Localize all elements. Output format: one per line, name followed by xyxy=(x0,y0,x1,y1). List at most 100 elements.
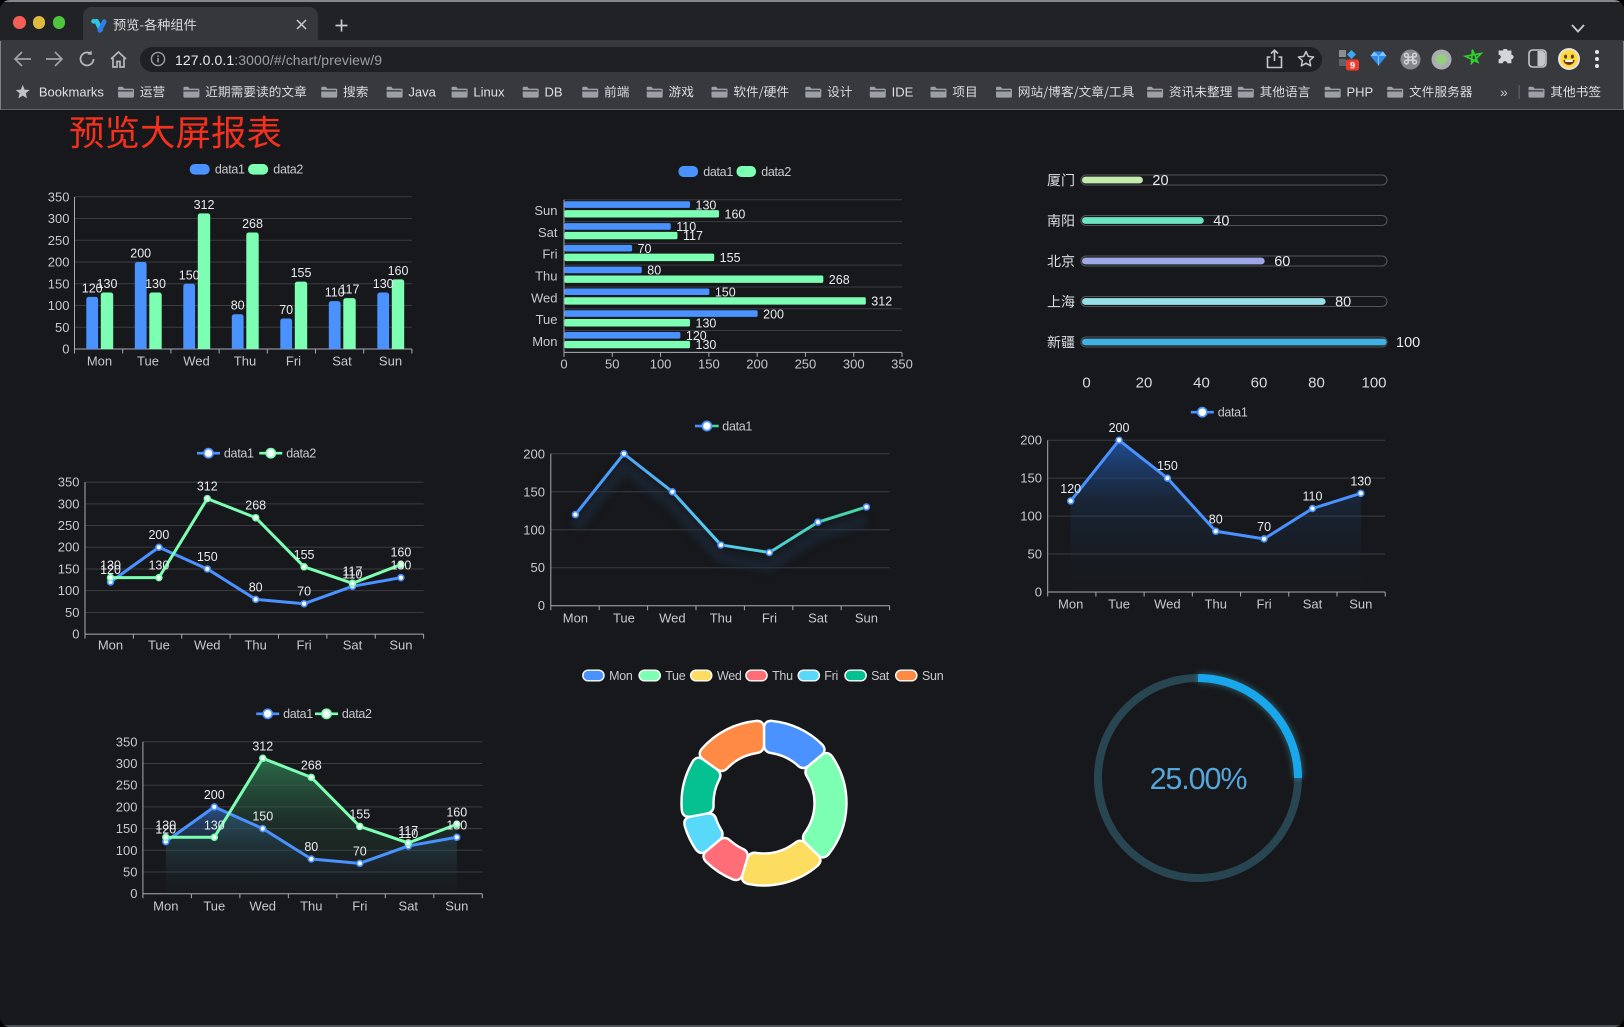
svg-text:Mon: Mon xyxy=(98,638,123,653)
svg-text:80: 80 xyxy=(249,580,263,594)
svg-text:Thu: Thu xyxy=(772,669,793,683)
svg-text:Wed: Wed xyxy=(659,611,686,626)
svg-text:130: 130 xyxy=(696,338,717,352)
svg-text:117: 117 xyxy=(398,824,418,838)
svg-text:Sun: Sun xyxy=(389,638,412,653)
svg-text:Fri: Fri xyxy=(762,611,777,626)
svg-text:80: 80 xyxy=(231,299,245,313)
svg-text:Wed: Wed xyxy=(194,638,221,653)
svg-text:Sat: Sat xyxy=(808,611,828,626)
svg-text:300: 300 xyxy=(58,496,80,511)
svg-text:Sat: Sat xyxy=(343,638,363,653)
svg-text:250: 250 xyxy=(58,518,80,533)
svg-text:117: 117 xyxy=(343,564,363,578)
svg-text:data1: data1 xyxy=(283,707,313,721)
svg-text:300: 300 xyxy=(116,756,138,771)
svg-text:200: 200 xyxy=(58,540,80,555)
svg-text:data1: data1 xyxy=(215,163,245,177)
svg-text:0: 0 xyxy=(72,627,79,642)
svg-text:130: 130 xyxy=(155,818,176,832)
svg-text:150: 150 xyxy=(197,550,218,564)
svg-text:Mon: Mon xyxy=(87,354,112,369)
svg-text:50: 50 xyxy=(123,865,137,880)
svg-text:130: 130 xyxy=(446,818,467,832)
svg-text:110: 110 xyxy=(343,567,363,581)
svg-text:60: 60 xyxy=(1274,254,1290,270)
svg-text:200: 200 xyxy=(116,799,138,814)
svg-text:9: 9 xyxy=(1350,61,1355,72)
svg-text:160: 160 xyxy=(446,805,467,819)
svg-text:Tue: Tue xyxy=(665,669,686,683)
svg-text:PHP: PHP xyxy=(1347,85,1374,100)
svg-text:Linux: Linux xyxy=(473,85,505,100)
svg-text:60: 60 xyxy=(1251,375,1268,392)
svg-text:Wed: Wed xyxy=(717,669,742,683)
svg-text:268: 268 xyxy=(242,217,263,231)
svg-text:117: 117 xyxy=(683,229,703,243)
svg-text:Thu: Thu xyxy=(535,268,557,283)
svg-text:350: 350 xyxy=(48,189,70,204)
svg-text:268: 268 xyxy=(301,758,322,772)
svg-text:Sun: Sun xyxy=(855,611,878,626)
svg-text:130: 130 xyxy=(1350,474,1371,488)
svg-text:150: 150 xyxy=(116,821,138,836)
svg-text:117: 117 xyxy=(340,283,360,297)
svg-text:130: 130 xyxy=(696,198,717,212)
svg-text:50: 50 xyxy=(65,605,79,620)
svg-text:120: 120 xyxy=(1060,482,1081,496)
svg-text:Sat: Sat xyxy=(332,354,352,369)
svg-text:DB: DB xyxy=(545,85,563,100)
svg-text:80: 80 xyxy=(1335,295,1351,311)
svg-text:150: 150 xyxy=(48,276,70,291)
svg-text:200: 200 xyxy=(1109,421,1130,435)
svg-text:data1: data1 xyxy=(1218,406,1248,420)
svg-text:data2: data2 xyxy=(273,163,303,177)
svg-text:160: 160 xyxy=(390,546,411,560)
svg-text:200: 200 xyxy=(763,307,784,321)
svg-text:Sat: Sat xyxy=(399,899,419,914)
svg-text:Tue: Tue xyxy=(1108,597,1130,612)
svg-text:data1: data1 xyxy=(224,447,254,461)
svg-text:»: » xyxy=(1500,84,1508,100)
svg-text:Fri: Fri xyxy=(286,354,301,369)
svg-text:155: 155 xyxy=(294,548,315,562)
svg-text:350: 350 xyxy=(58,475,80,490)
svg-text:200: 200 xyxy=(148,528,169,542)
svg-text:200: 200 xyxy=(1020,433,1042,448)
svg-text:Sun: Sun xyxy=(379,354,402,369)
svg-text:70: 70 xyxy=(297,585,311,599)
svg-text:110: 110 xyxy=(398,827,418,841)
svg-text:80: 80 xyxy=(304,840,318,854)
svg-text:Thu: Thu xyxy=(300,899,322,914)
svg-text:120: 120 xyxy=(100,563,121,577)
svg-text:150: 150 xyxy=(1157,459,1178,473)
svg-text:100: 100 xyxy=(116,843,138,858)
svg-text:150: 150 xyxy=(179,268,200,282)
svg-text:Sun: Sun xyxy=(1349,597,1372,612)
svg-text:312: 312 xyxy=(197,480,218,494)
svg-text:Thu: Thu xyxy=(1205,597,1227,612)
svg-text:Tue: Tue xyxy=(137,354,159,369)
svg-text:0: 0 xyxy=(1082,375,1090,392)
svg-text:Fri: Fri xyxy=(824,669,838,683)
svg-text:250: 250 xyxy=(48,233,70,248)
svg-text:50: 50 xyxy=(55,320,69,335)
svg-text:130: 130 xyxy=(100,559,121,573)
svg-text:Thu: Thu xyxy=(244,638,266,653)
svg-text:50: 50 xyxy=(1028,547,1042,562)
svg-text:50: 50 xyxy=(531,560,545,575)
svg-text:20: 20 xyxy=(1152,173,1168,189)
svg-text:100: 100 xyxy=(58,583,80,598)
svg-text:268: 268 xyxy=(829,273,850,287)
svg-text:Sun: Sun xyxy=(534,203,557,218)
svg-text:40: 40 xyxy=(1193,375,1210,392)
svg-text:80: 80 xyxy=(1308,375,1325,392)
svg-text:130: 130 xyxy=(390,559,411,573)
svg-text:80: 80 xyxy=(1209,512,1223,526)
svg-text:120: 120 xyxy=(155,823,176,837)
svg-text:130: 130 xyxy=(373,277,394,291)
svg-text:Tue: Tue xyxy=(203,899,225,914)
svg-text:Thu: Thu xyxy=(710,611,732,626)
svg-text:Sun: Sun xyxy=(445,899,468,914)
svg-text:150: 150 xyxy=(523,484,545,499)
